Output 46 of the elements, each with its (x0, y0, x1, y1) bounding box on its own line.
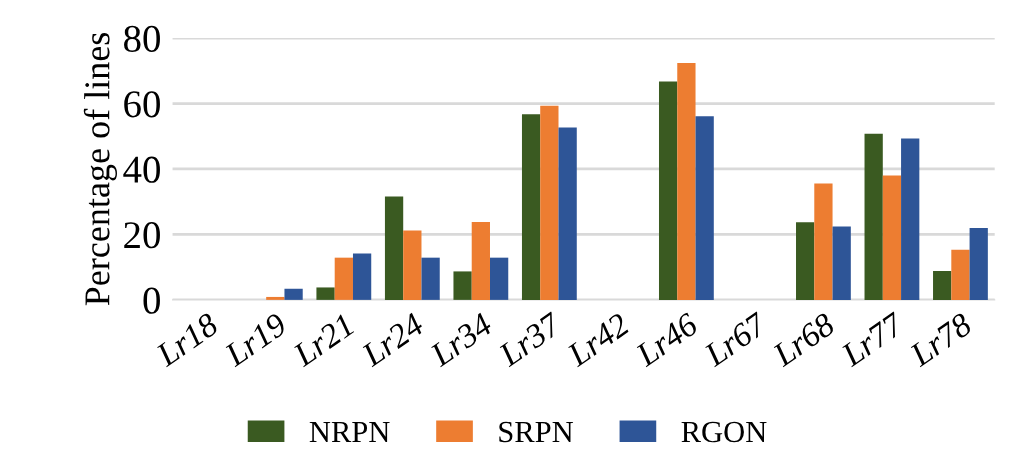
x-tick-label: Lr77 (839, 311, 907, 368)
x-tick-label: Lr78 (907, 312, 974, 368)
bar (284, 288, 303, 300)
x-tick-label: Lr42 (565, 312, 631, 368)
x-tick-label: Lr37 (496, 311, 564, 368)
bar (316, 287, 335, 300)
bar (814, 183, 833, 300)
bar (951, 249, 970, 300)
bar (421, 257, 440, 300)
x-tick-label: Lr24 (359, 312, 425, 368)
x-tick-label: Lr46 (633, 311, 700, 368)
bar (453, 271, 472, 300)
bar (521, 114, 541, 300)
bar (677, 62, 696, 300)
bar (403, 230, 422, 300)
y-tick-label: 0 (143, 287, 160, 314)
y-tick-label: 40 (123, 156, 160, 183)
legend-label: SRPN (499, 421, 574, 443)
bar (352, 253, 372, 300)
x-tick-label: Lr68 (770, 312, 837, 368)
y-tick-label: 80 (124, 25, 160, 52)
bar (796, 222, 815, 300)
bar (832, 226, 851, 300)
y-axis-title: Percentage of lines (83, 32, 117, 306)
bar (384, 196, 404, 300)
x-tick-label: Lr19 (222, 312, 289, 368)
bar (489, 257, 509, 300)
bar (540, 105, 559, 300)
bar (266, 296, 285, 300)
x-tick-label: Lr67 (702, 311, 770, 368)
x-tick-label: Lr34 (428, 312, 494, 368)
legend-label: RGON (681, 421, 767, 443)
bar (558, 127, 577, 300)
bar (969, 227, 988, 300)
x-tick-label: Lr21 (291, 313, 355, 368)
bar (334, 257, 353, 300)
y-tick-label: 60 (124, 91, 160, 118)
bar (901, 138, 920, 300)
bar (882, 175, 902, 300)
bar (864, 133, 883, 300)
bar (695, 116, 714, 300)
bar (933, 271, 952, 300)
bar (471, 221, 490, 300)
legend-label: NRPN (309, 421, 390, 442)
bar (658, 81, 678, 300)
y-tick-label: 20 (124, 222, 160, 249)
